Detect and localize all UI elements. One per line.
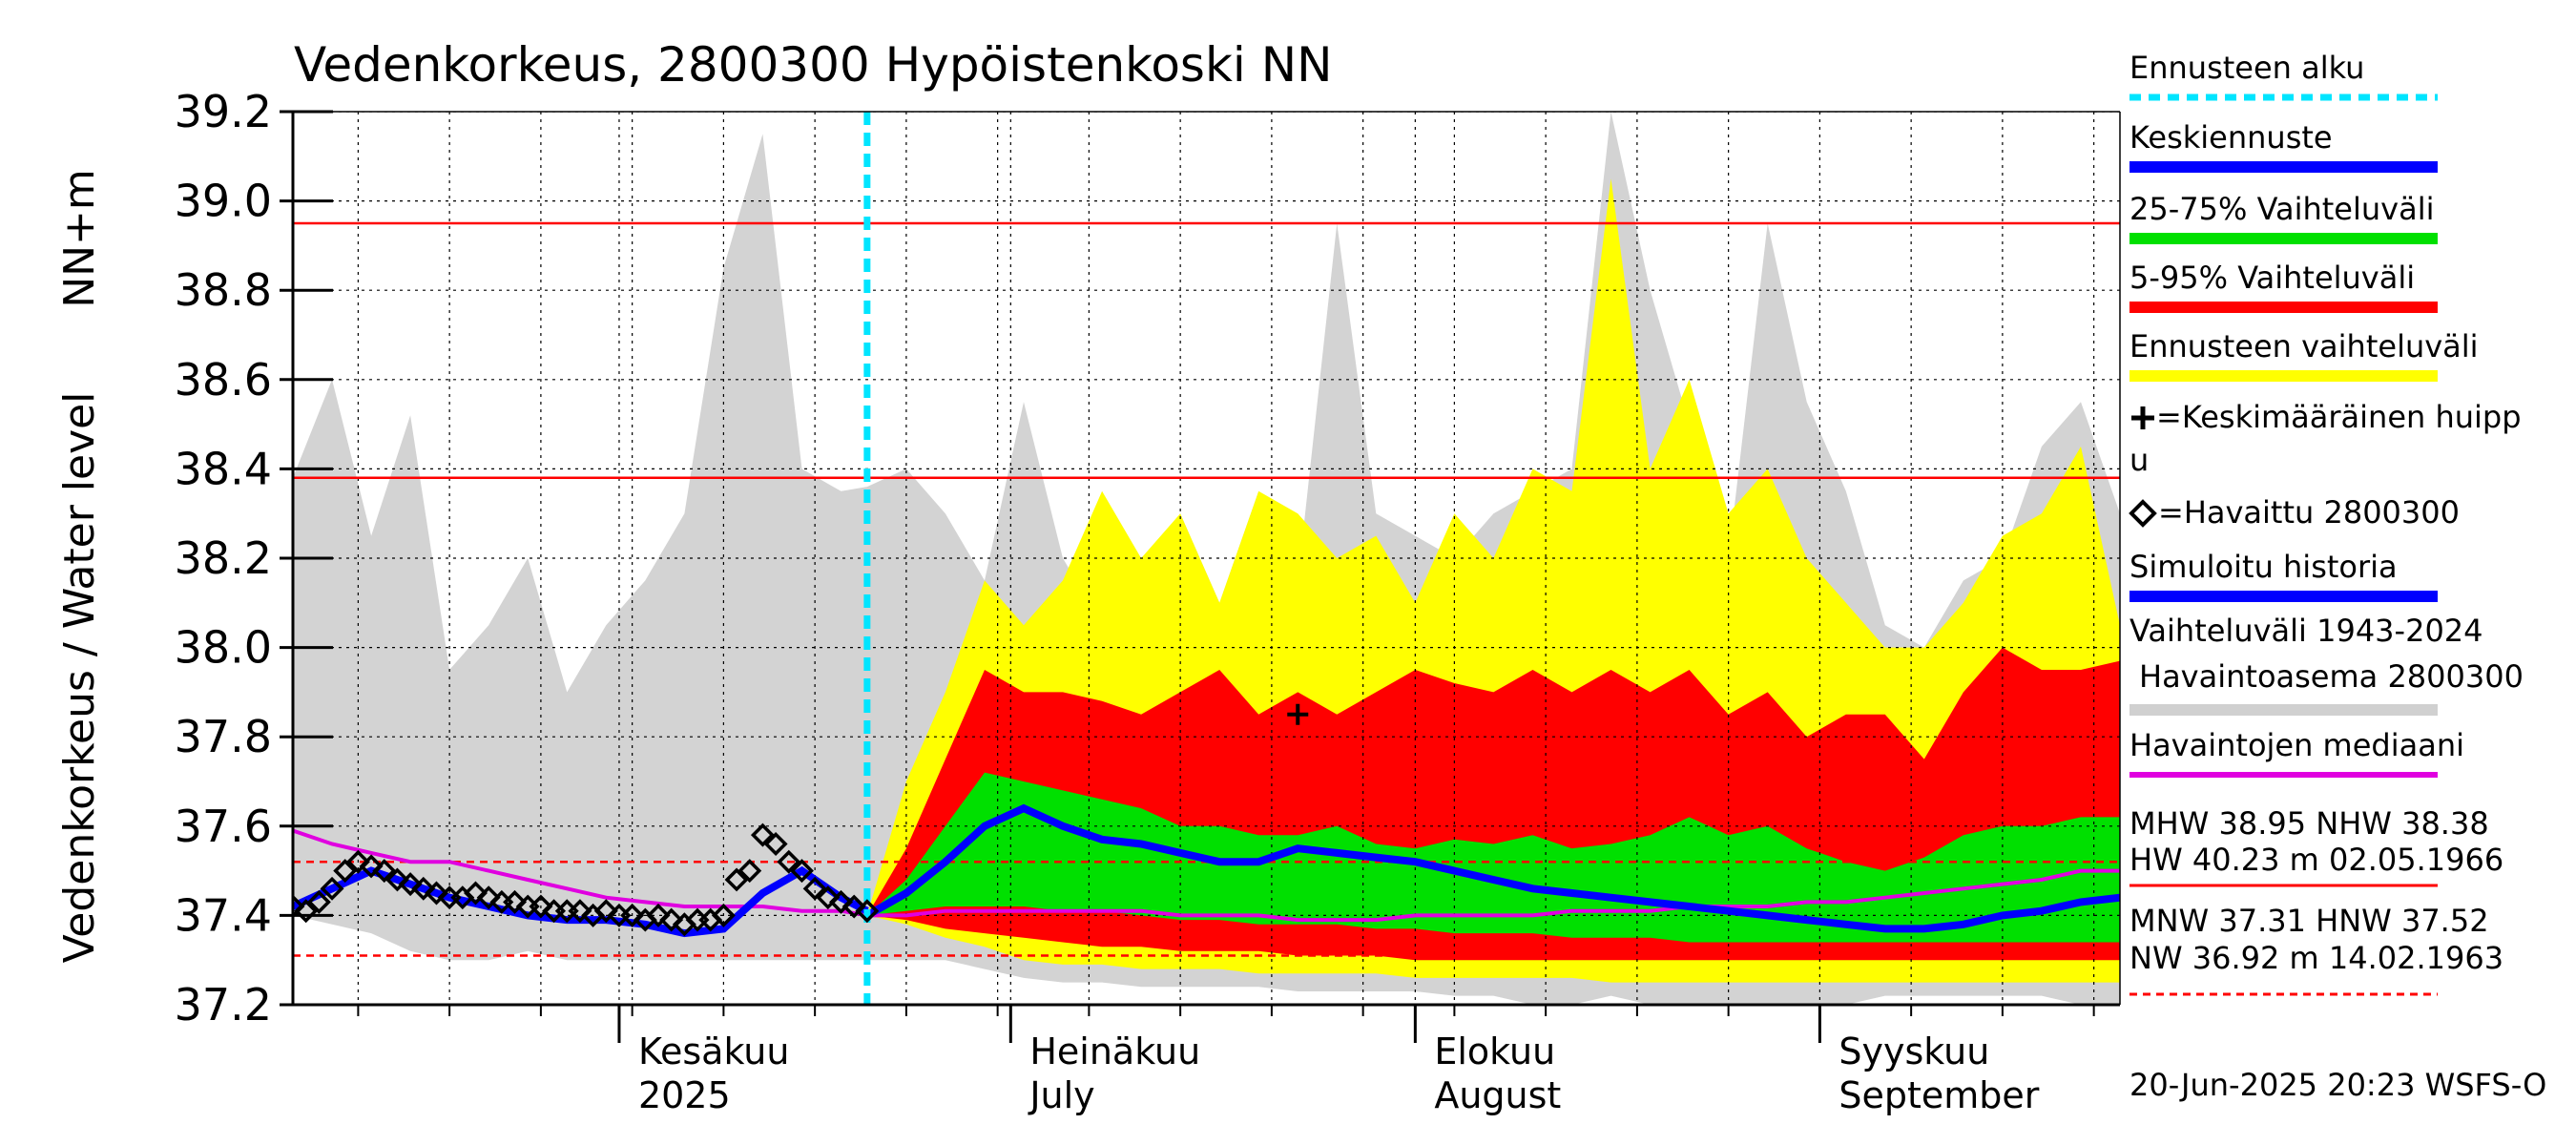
stats-lower-line1: MNW 37.31 HNW 37.52	[2129, 903, 2489, 939]
legend-diamond-marker	[2129, 499, 2157, 528]
y-axis-label: Vedenkorkeus / Water level	[55, 392, 104, 964]
legend-label: Keskiennuste	[2129, 119, 2333, 156]
observed-point	[359, 854, 384, 879]
x-month-label-secondary: 2025	[638, 1074, 731, 1116]
legend-label: =Havaittu 2800300	[2158, 494, 2460, 531]
observed-point	[620, 903, 645, 927]
median-line	[293, 828, 2120, 923]
observed-point	[320, 876, 344, 901]
legend-label-continued: u	[2129, 442, 2149, 478]
legend-label: Vaihteluväli 1943-2024	[2129, 613, 2483, 649]
chart-title: Vedenkorkeus, 2800300 Hypöistenkoski NN	[294, 37, 1333, 93]
stats-upper-line2: HW 40.23 m 02.05.1966	[2129, 842, 2503, 878]
legend-label: Ennusteen vaihteluväli	[2129, 328, 2479, 364]
mean-forecast-line	[864, 803, 2120, 933]
plot-area	[293, 112, 2120, 1005]
observed-point	[763, 832, 788, 856]
x-month-label: Heinäkuu	[1029, 1030, 1200, 1072]
y-axis-label-unit: NN+m	[55, 169, 104, 308]
x-month-label-secondary: August	[1434, 1074, 1561, 1116]
legend-label: Ennusteen alku	[2129, 50, 2364, 86]
observed-point	[411, 876, 436, 901]
legend-label: 5-95% Vaihteluväli	[2129, 260, 2415, 296]
observed-point	[789, 859, 814, 884]
y-tick-label: 38.6	[175, 354, 272, 406]
legend-plus-marker	[2131, 406, 2154, 429]
observed-point	[829, 889, 853, 914]
observed-point	[711, 903, 736, 927]
observed-point	[855, 899, 880, 924]
x-month-label-secondary: September	[1839, 1074, 2039, 1116]
legend-label: 25-75% Vaihteluväli	[2129, 191, 2434, 227]
y-tick-label: 37.8	[175, 711, 272, 762]
observed-point	[503, 889, 528, 914]
y-tick-label: 37.2	[175, 979, 272, 1030]
legend-label: Simuloitu historia	[2129, 549, 2398, 585]
x-month-label: Elokuu	[1434, 1030, 1555, 1072]
footer-timestamp: 20-Jun-2025 20:23 WSFS-O	[2129, 1067, 2546, 1103]
y-tick-label: 38.0	[175, 622, 272, 674]
observed-point	[724, 867, 749, 892]
observed-point	[777, 849, 801, 874]
observed-point	[306, 889, 331, 914]
observed-point	[333, 859, 358, 884]
observed-point	[529, 894, 553, 919]
observed-point	[464, 881, 488, 906]
legend-label: Havaintojen mediaani	[2129, 727, 2464, 763]
observed-point	[293, 894, 305, 919]
y-tick-label: 38.8	[175, 264, 272, 316]
observed-point	[659, 907, 684, 932]
observed-point	[841, 894, 866, 919]
plot-clip-group	[293, 112, 2120, 1005]
x-month-label: Kesäkuu	[638, 1030, 790, 1072]
observed-point	[476, 885, 501, 910]
y-tick-label: 39.2	[175, 86, 272, 137]
observed-point	[737, 859, 762, 884]
y-tick-label: 38.4	[175, 443, 272, 494]
observed-point	[294, 899, 319, 924]
observed-point	[593, 899, 618, 924]
y-tick-label: 37.4	[175, 889, 272, 941]
stats-lower-line2: NW 36.92 m 14.02.1963	[2129, 940, 2503, 976]
observed-point	[372, 859, 397, 884]
observed-point	[398, 872, 423, 897]
observed-point	[816, 885, 841, 910]
observed-point	[345, 849, 370, 874]
observed-point	[568, 899, 592, 924]
y-tick-label: 38.2	[175, 532, 272, 584]
observed-point	[424, 881, 448, 906]
x-month-label-secondary: July	[1028, 1074, 1094, 1116]
y-tick-label: 37.6	[175, 801, 272, 852]
legend-label-continued: Havaintoasema 2800300	[2139, 658, 2524, 695]
x-month-label: Syyskuu	[1839, 1030, 1989, 1072]
mean-peak-marker	[1287, 703, 1309, 725]
observed-point	[384, 867, 409, 892]
axes: 39.2 39.0 38.8 38.6 38.4 38.2 38.0 37.8 37.6 37.4…	[175, 86, 2121, 1116]
observed-point	[802, 876, 827, 901]
legend: Ennusteen alku Keskiennuste 25-75% Vaihtel…	[2129, 50, 2524, 778]
observed-point	[750, 822, 775, 847]
stats-upper-line1: MHW 38.95 NHW 38.38	[2129, 805, 2489, 842]
legend-label: =Keskimääräinen huipp	[2156, 399, 2522, 435]
y-tick-label: 39.0	[175, 176, 272, 227]
observed-point	[646, 903, 671, 927]
